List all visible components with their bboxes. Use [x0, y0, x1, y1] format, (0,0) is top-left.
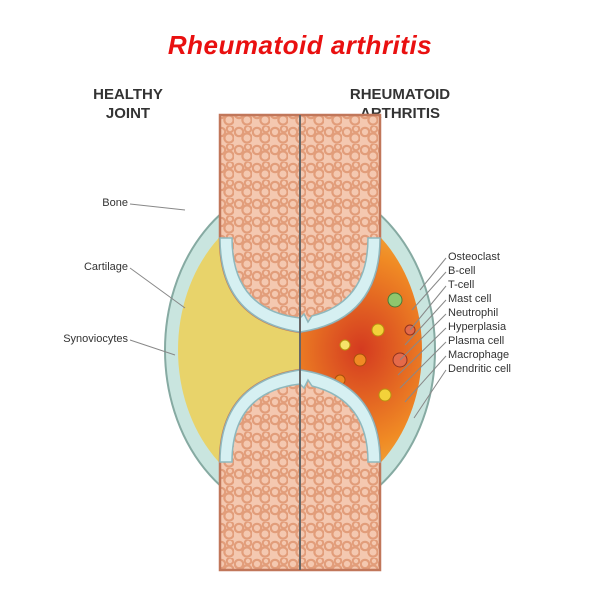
label-macrophage: Macrophage [448, 350, 509, 362]
label-dendritic: Dendritic cell [448, 364, 511, 376]
label-plasmacell: Plasma cell [448, 336, 504, 348]
joint-diagram [0, 0, 600, 600]
label-cartilage: Cartilage [84, 262, 128, 274]
label-mastcell: Mast cell [448, 294, 491, 306]
label-tcell: T-cell [448, 280, 474, 292]
label-hyperplasia: Hyperplasia [448, 322, 506, 334]
label-bone: Bone [102, 198, 128, 210]
label-bcell: B-cell [448, 266, 476, 278]
label-synoviocytes: Synoviocytes [63, 334, 128, 346]
label-osteoclast: Osteoclast [448, 252, 500, 264]
label-neutrophil: Neutrophil [448, 308, 498, 320]
